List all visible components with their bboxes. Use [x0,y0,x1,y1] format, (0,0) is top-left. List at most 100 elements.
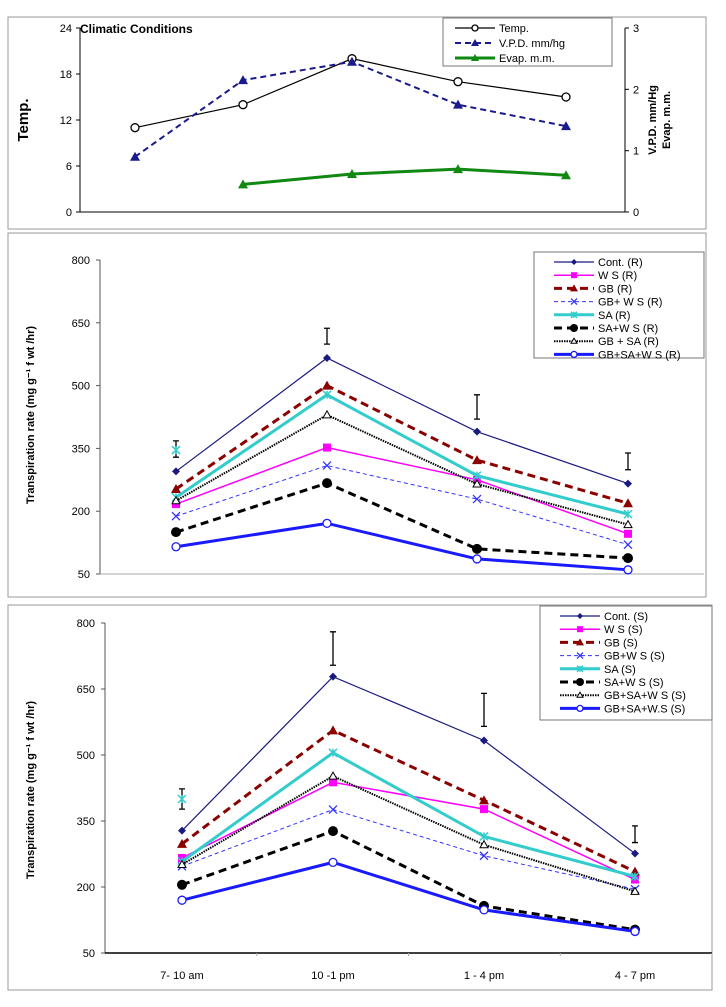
x-marker [171,511,181,521]
circle-marker [570,324,578,332]
circle-marker [472,543,482,554]
triangle-marker [238,179,248,189]
circle-open-marker [238,100,248,110]
y-tick-label: 800 [72,255,90,267]
y-tick-label: 200 [77,882,95,894]
legend-item: SA+W S (R) [554,323,658,335]
legend-item: SA (R) [554,310,630,322]
legend-item: GB+SA+W.S (S) [560,703,685,715]
x-tick-label: 7- 10 am [160,970,203,982]
triangle-marker [328,725,338,735]
legend-label: GB+SA+W S (S) [604,690,686,702]
series-7 [171,518,633,575]
climatic-conditions-chart: Climatic Conditions Temp. V.P.D. mm/Hg E… [7,16,707,230]
y2-tick-label: 2 [633,84,639,96]
transpiration-s-chart: Transpiration rate (mg g⁻¹ f wt /hr) 50 2… [7,604,713,991]
y-tick-label: 650 [77,684,95,696]
x-marker [570,298,578,306]
diamond-marker [624,479,632,488]
series-2 [238,164,571,189]
legend-item: W S (R) [554,270,637,282]
series-7 [177,857,640,937]
x-marker [623,540,633,550]
x-marker [472,494,482,504]
y-tick-label: 200 [72,506,90,518]
legend-label: V.P.D. mm/hg [499,38,565,50]
series-line [175,393,629,516]
circle-marker [177,879,187,890]
y2-axis-label-vpd: V.P.D. mm/Hg [647,85,659,155]
y2-tick-label: 3 [633,23,639,35]
series-line [175,521,629,572]
circle-open-marker [453,77,463,87]
circle-marker [328,826,338,837]
y2-tick-label: 1 [633,146,639,158]
asterisk-marker [623,509,633,519]
series-line [175,413,629,526]
y-tick-label: 800 [77,618,95,630]
series-line [181,809,636,890]
y-tick-label: 350 [77,816,95,828]
series-line [175,481,629,560]
legend-label: Evap. m.m. [499,53,555,65]
legend-item: GB+ W S (R) [554,297,662,309]
legend-item: SA (S) [560,664,636,676]
legend-label: GB+SA+W S (R) [598,349,681,361]
triangle-marker [238,75,248,85]
y-tick-label: 24 [60,23,72,35]
legend-label: GB (R) [598,283,632,295]
error-bar [474,394,480,420]
y-tick-label: 50 [78,569,90,581]
square-marker [577,626,583,633]
series-5 [171,478,633,564]
legend [539,605,713,721]
legend-item: SA+W S (S) [560,677,664,689]
asterisk-marker [630,871,640,881]
square-marker [624,529,632,538]
circle-open-marker [561,92,571,102]
triangle-open-marker [322,409,332,419]
series-1 [130,56,571,161]
legend-label: W S (S) [604,624,643,636]
circle-open-marker [328,857,338,868]
triangle-marker [471,39,479,46]
triangle-marker [347,56,357,66]
x-marker [576,652,584,660]
circle-open-marker [177,895,187,905]
transpiration-r-chart: Transpiration rate (mg g⁻¹ f wt /hr) 50 2… [7,232,707,598]
triangle-open-marker [570,337,578,344]
triangle-open-marker [630,886,640,895]
legend-label: Cont. (S) [604,611,648,623]
triangle-marker [177,838,187,848]
diamond-marker [323,353,331,362]
diamond-marker [473,427,481,436]
circle-marker [171,527,181,538]
circle-open-marker [479,905,489,915]
y-tick-label: 12 [60,115,72,127]
x-marker [328,805,338,815]
circle-open-marker [130,123,140,133]
series-line [181,829,636,932]
triangle-marker [576,638,584,646]
triangle-open-marker [177,859,187,869]
diamond-marker [577,613,583,619]
series-line [175,383,629,505]
triangle-open-marker [576,691,584,698]
asterisk-marker [576,665,584,673]
asterisk-marker [177,794,187,804]
legend-label: SA+W S (S) [604,677,664,689]
diamond-marker [571,259,577,265]
triangle-marker [130,151,140,161]
circle-open-marker [576,704,584,713]
asterisk-marker [171,445,181,455]
diamond-marker [172,467,180,476]
circle-open-marker [623,565,633,575]
legend-item: GB (S) [560,637,638,649]
square-marker [323,443,331,452]
legend-label: GB+SA+W.S (S) [604,703,685,715]
y2-tick-label: 0 [633,207,639,219]
y-tick-label: 650 [72,318,90,330]
series-line [242,167,567,186]
legend-item: Evap. m.m. [455,53,555,65]
